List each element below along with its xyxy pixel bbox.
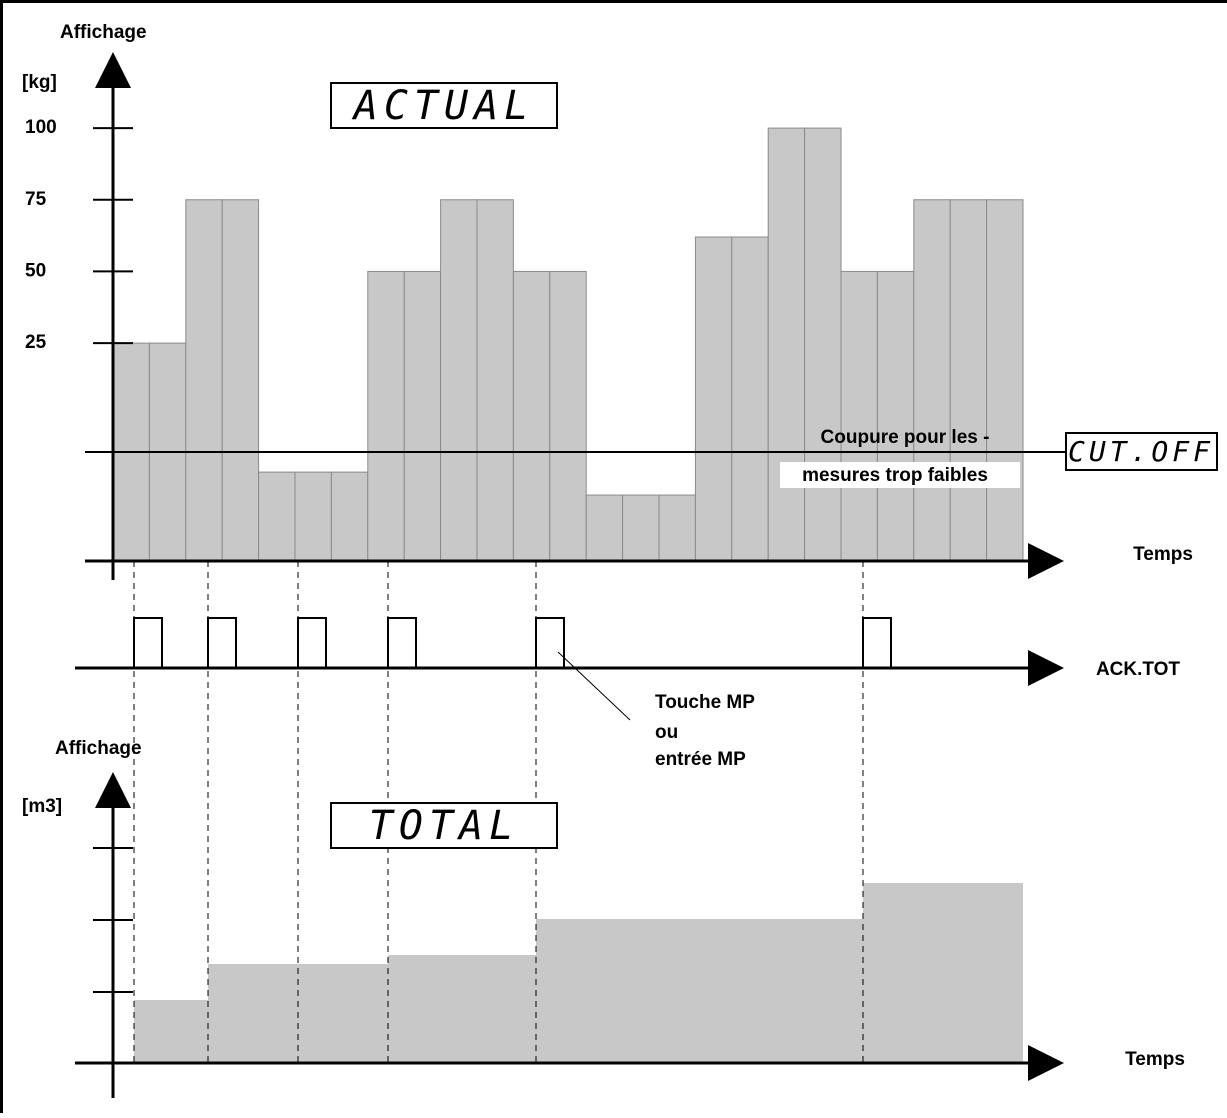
y-tick-label: 100 [25, 117, 57, 138]
bar [512, 270, 551, 562]
pulse [387, 617, 417, 668]
bar [585, 494, 624, 562]
unit: [m3] [22, 796, 62, 817]
note-pointer [557, 651, 631, 721]
step [134, 1000, 208, 1063]
bar [694, 236, 733, 562]
step [536, 919, 863, 1063]
cutoff-display: CUT.OFF [1068, 435, 1214, 468]
bar [185, 199, 223, 562]
bar [294, 471, 332, 562]
step [388, 955, 536, 1063]
pulse [133, 617, 163, 668]
bar [221, 199, 260, 562]
bar [876, 270, 915, 562]
bar [949, 199, 988, 562]
unit: [kg] [22, 72, 57, 93]
bar [913, 199, 951, 562]
y-label: Affichage [60, 22, 147, 43]
step [863, 883, 1023, 1063]
ack-label: ACK.TOT [1096, 659, 1180, 680]
display: ACTUAL [351, 83, 535, 129]
pulse [297, 617, 327, 668]
bar [767, 127, 806, 562]
bar [840, 270, 878, 562]
bar [986, 199, 1024, 562]
cutoff-label: Coupure pour les - [821, 427, 990, 448]
y-tick-label: 50 [25, 260, 46, 281]
bar [658, 494, 696, 562]
bar [440, 199, 478, 562]
x-label: Temps [1133, 544, 1193, 565]
display-box [1065, 432, 1218, 471]
x-label: Temps [1125, 1049, 1185, 1070]
y-tick-label: 75 [25, 189, 47, 210]
pulse [207, 617, 237, 668]
note: entrée MP [655, 749, 746, 770]
step [208, 964, 298, 1063]
display-box [330, 802, 558, 849]
display: TOTAL [369, 803, 519, 849]
bar [258, 471, 296, 562]
bar [549, 270, 587, 562]
note: Touche MP [655, 692, 755, 713]
pulse [862, 617, 892, 668]
display-box [330, 82, 558, 129]
bar [367, 270, 405, 562]
note: ou [655, 722, 678, 743]
step [298, 964, 388, 1063]
bar [804, 127, 842, 562]
cutoff-label: mesures trop faibles [802, 465, 988, 486]
y-label: Affichage [55, 738, 142, 759]
bar [330, 471, 369, 562]
y-tick-label: 25 [25, 332, 47, 353]
pulse [535, 617, 565, 668]
bar [476, 199, 514, 562]
bar [731, 236, 769, 562]
bar [403, 270, 442, 562]
bar [622, 494, 660, 562]
label-bg [780, 462, 1020, 488]
